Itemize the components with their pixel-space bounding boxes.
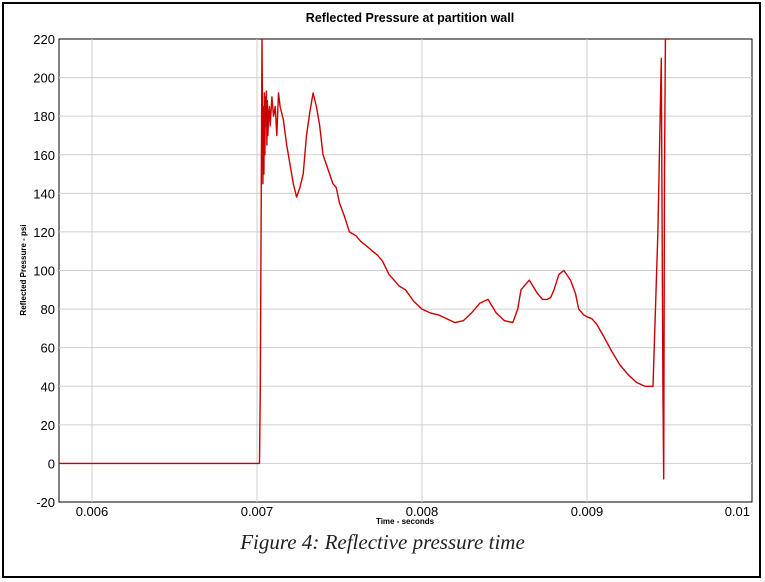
x-tick-label: 0.006 [76, 504, 109, 519]
chart-title: Reflected Pressure at partition wall [306, 11, 514, 25]
x-tick-label: 0.01 [725, 504, 750, 519]
y-tick-label: 200 [33, 71, 55, 86]
y-tick-label: 120 [33, 225, 55, 240]
y-tick-label: 60 [41, 341, 55, 356]
series-layer [59, 38, 670, 480]
x-tick-label: 0.008 [406, 504, 439, 519]
y-tick-label: 100 [33, 264, 55, 279]
y-tick-label: 180 [33, 109, 55, 124]
grid-lines [59, 39, 752, 502]
x-tick-label: 0.009 [571, 504, 604, 519]
y-tick-label: -20 [36, 495, 55, 510]
y-tick-label: 160 [33, 148, 55, 163]
x-axis-ticks: 0.006 0.007 0.008 0.009 0.01 [76, 504, 750, 519]
y-axis-label: Reflected Pressure - psi [19, 224, 28, 315]
y-axis-ticks: -20 0 20 40 60 80 100 120 140 160 180 200 220 [33, 32, 55, 510]
y-tick-label: 140 [33, 186, 55, 201]
y-tick-label: 40 [41, 379, 55, 394]
y-tick-label: 20 [41, 418, 55, 433]
x-tick-label: 0.007 [241, 504, 274, 519]
series-line [59, 38, 670, 480]
y-tick-label: 80 [41, 302, 55, 317]
y-tick-label: 0 [48, 456, 55, 471]
y-tick-label: 220 [33, 32, 55, 47]
figure-caption: Figure 4: Reflective pressure time [240, 530, 525, 554]
x-axis-label: Time - seconds [376, 517, 435, 526]
